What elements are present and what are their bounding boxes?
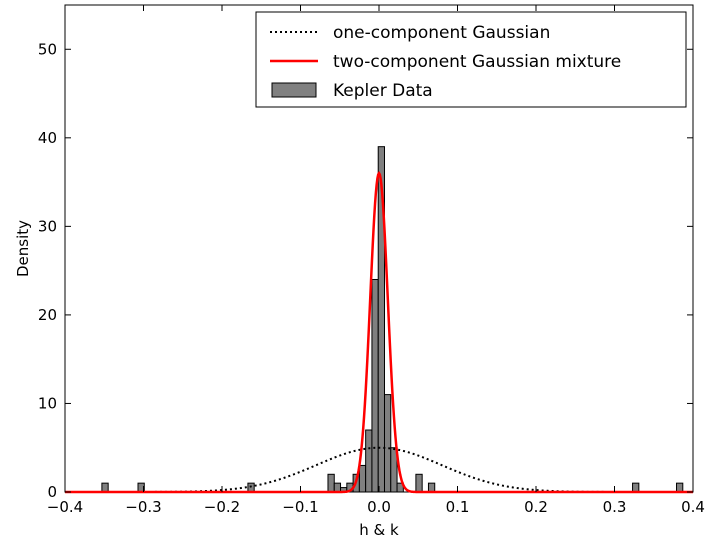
histogram-bar <box>371 278 379 493</box>
histogram-bar <box>365 429 373 493</box>
x-tick-label: −0.3 <box>125 498 161 516</box>
x-tick-label: −0.2 <box>204 498 240 516</box>
legend-symbol-kepler-data <box>271 82 317 98</box>
x-tick-label: 0.2 <box>524 498 548 516</box>
x-tick-label: −0.1 <box>282 498 318 516</box>
legend-box <box>255 11 687 108</box>
x-tick-label: 0.4 <box>681 498 705 516</box>
y-tick-label: 0 <box>47 483 57 501</box>
two-component-gaussian-curve <box>65 170 693 494</box>
y-axis-label: Density <box>14 220 32 277</box>
x-tick-label: 0.0 <box>367 498 391 516</box>
histogram-bar <box>676 482 684 493</box>
histogram-bar <box>377 146 385 493</box>
y-tick-label: 30 <box>38 217 57 235</box>
histogram-bar <box>390 447 398 493</box>
histogram-bar <box>415 473 423 493</box>
legend-label-one-component: one-component Gaussian <box>333 23 550 43</box>
histogram-bar <box>632 482 640 493</box>
legend-label-two-component: two-component Gaussian mixture <box>333 52 621 72</box>
axis-ticks: −0.4 −0.3 −0.2 −0.1 0.0 0.1 0.2 0.3 0.4 0 10 20 30 40… <box>38 5 705 516</box>
y-tick-label: 10 <box>38 394 57 412</box>
histogram-bar <box>247 482 255 493</box>
histogram-bar <box>383 394 392 493</box>
histogram-bars <box>101 146 684 493</box>
histogram-bar <box>327 473 335 493</box>
x-axis-label: h & k <box>359 521 399 539</box>
y-tick-label: 40 <box>38 129 57 147</box>
legend: one-component Gaussian two-component Gau… <box>255 11 687 108</box>
x-tick-label: −0.4 <box>47 498 83 516</box>
histogram-bar <box>101 482 109 493</box>
x-tick-label: 0.3 <box>603 498 627 516</box>
histogram-bar <box>427 482 436 493</box>
y-tick-label: 20 <box>38 306 57 324</box>
x-tick-label: 0.1 <box>446 498 470 516</box>
histogram-bar <box>333 482 342 493</box>
legend-label-kepler-data: Kepler Data <box>333 81 433 101</box>
y-tick-label: 50 <box>38 40 57 58</box>
histogram-bar <box>358 464 367 493</box>
curves <box>65 170 693 494</box>
